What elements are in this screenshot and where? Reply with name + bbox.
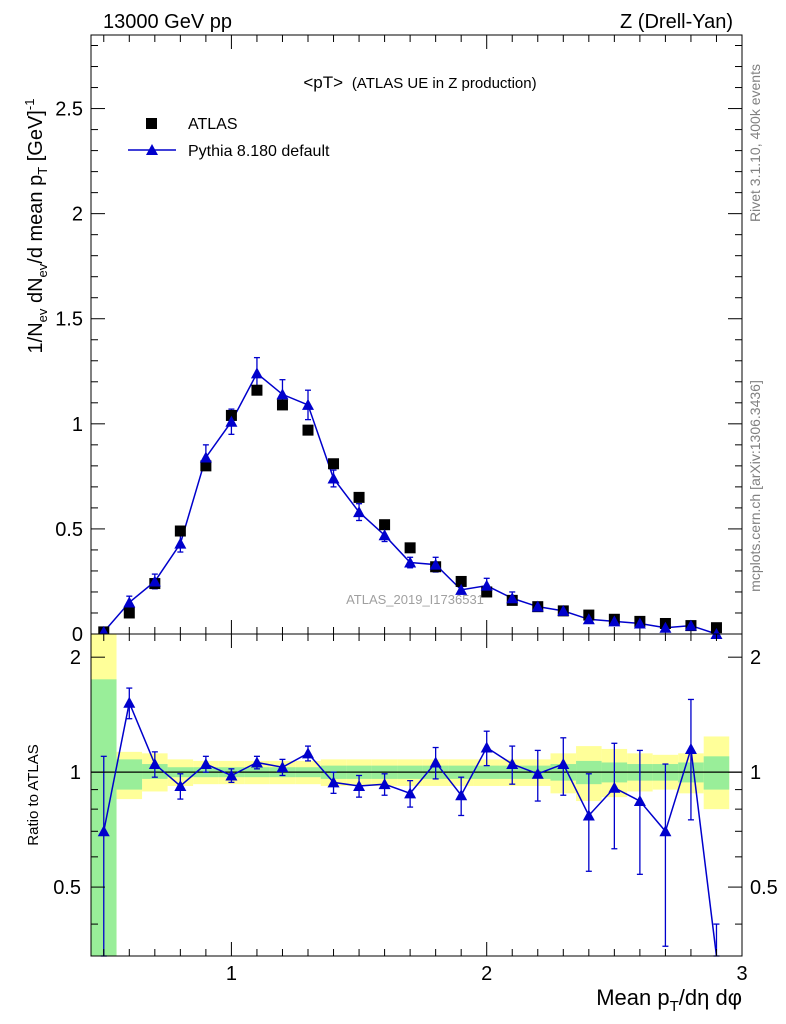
mc-point — [582, 613, 595, 625]
ratio-y-tick-label-right: 1 — [750, 762, 761, 784]
mc-point — [353, 506, 366, 518]
legend-mc-marker — [146, 144, 158, 155]
mc-point — [174, 537, 187, 549]
main-panel: 0 0.5 1 1.5 2 2.5 — [55, 34, 743, 646]
main-y-tick-label: 0.5 — [55, 519, 83, 541]
ratio-point — [199, 758, 212, 770]
data-point — [174, 525, 186, 537]
mc-point — [429, 558, 442, 570]
mc-point — [557, 604, 570, 616]
ratio-point — [123, 696, 136, 708]
data-point — [302, 424, 314, 436]
ratio-band-inner — [116, 759, 143, 790]
main-y-tick-label: 1 — [72, 414, 83, 436]
analysis-watermark: ATLAS_2019_I1736531 — [346, 592, 484, 607]
ratio-point — [582, 809, 595, 821]
ratio-point — [250, 756, 263, 768]
x-tick-label: 2 — [481, 963, 492, 985]
ratio-point — [633, 795, 646, 807]
ratio-point — [659, 825, 672, 837]
data-point — [276, 399, 288, 411]
data-point — [455, 575, 467, 587]
plot-title-sub: (ATLAS UE in Z production) — [352, 75, 537, 92]
mc-point — [455, 583, 468, 595]
main-y-tick-label: 0 — [72, 624, 83, 646]
ratio-point — [97, 825, 110, 837]
ratio-point — [327, 776, 340, 788]
mcplots-label: mcplots.cern.ch [arXiv:1306.3436] — [747, 380, 763, 592]
mc-point — [633, 617, 646, 629]
ratio-y-label: Ratio to ATLAS — [25, 744, 42, 845]
ratio-point — [174, 779, 187, 791]
ratio-point — [506, 758, 519, 770]
ratio-point — [404, 787, 417, 799]
ratio-y-tick-label: 2 — [70, 647, 81, 669]
data-point — [328, 458, 340, 470]
mc-point — [302, 398, 314, 410]
main-y-tick-label: 1.5 — [55, 309, 83, 331]
ratio-point — [148, 758, 161, 770]
legend-data-label: ATLAS — [188, 116, 238, 133]
ratio-y-tick-label: 1 — [70, 762, 81, 784]
ratio-point — [429, 756, 442, 768]
mc-point — [531, 600, 544, 612]
header-right: Z (Drell-Yan) — [620, 11, 733, 33]
main-y-tick-label: 2.5 — [55, 99, 83, 121]
mc-point — [199, 451, 212, 463]
data-point — [481, 586, 493, 598]
ratio-point — [480, 741, 493, 753]
legend-data-marker — [146, 118, 157, 129]
data-point — [123, 607, 135, 619]
data-point — [379, 519, 391, 531]
plot-title-main: <pT> — [303, 73, 343, 92]
ratio-y-tick-label: 0.5 — [53, 877, 81, 899]
ratio-point — [531, 767, 544, 779]
mc-point — [327, 472, 340, 484]
data-point — [251, 384, 263, 396]
mc-point — [684, 619, 697, 631]
data-point — [404, 542, 416, 554]
ratio-y-tick-label-right: 2 — [750, 647, 761, 669]
x-axis-label: Mean pT/dη dφ — [596, 985, 742, 1015]
plot-title: <pT> (ATLAS UE in Z production) — [303, 73, 536, 92]
legend-mc-label: Pythia 8.180 default — [188, 143, 330, 160]
main-y-label: 1/Nev dNev/d mean pT [GeV]-1 — [22, 99, 50, 354]
ratio-point — [225, 769, 238, 781]
mc-point — [276, 388, 289, 400]
rivet-label: Rivet 3.1.10, 400k events — [747, 64, 763, 222]
ratio-point — [557, 758, 570, 770]
mc-point — [404, 556, 417, 568]
ratio-y-tick-label-right: 0.5 — [750, 877, 778, 899]
ratio-point — [378, 778, 391, 790]
data-point — [353, 491, 365, 503]
mc-point — [659, 621, 672, 633]
mc-point — [608, 615, 621, 627]
mc-point — [480, 579, 493, 591]
data-point — [710, 622, 722, 634]
legend: ATLAS Pythia 8.180 default — [128, 116, 330, 160]
ratio-point — [302, 747, 314, 759]
x-tick-label: 3 — [736, 963, 747, 985]
mc-point — [225, 415, 238, 427]
ratio-point — [608, 781, 621, 793]
data-point — [200, 460, 212, 472]
ratio-point — [455, 789, 468, 801]
data-point — [225, 409, 237, 421]
ratio-frame — [90, 633, 743, 957]
mc-point — [506, 592, 519, 604]
ratio-panel: 0.5 0.5 1 1 2 2 1 2 3 — [53, 633, 778, 985]
header-left: 13000 GeV pp — [103, 11, 232, 33]
ratio-point — [684, 742, 697, 754]
ratio-point — [276, 761, 289, 773]
mc-point — [378, 529, 391, 541]
main-y-tick-label: 2 — [72, 204, 83, 226]
ratio-point — [353, 779, 366, 791]
ratio-series-line — [103, 700, 718, 957]
ratio-band-inner — [703, 756, 730, 790]
mc-point — [148, 575, 161, 587]
mc-point — [250, 367, 263, 379]
x-tick-label: 1 — [226, 963, 237, 985]
mc-point — [123, 596, 136, 608]
